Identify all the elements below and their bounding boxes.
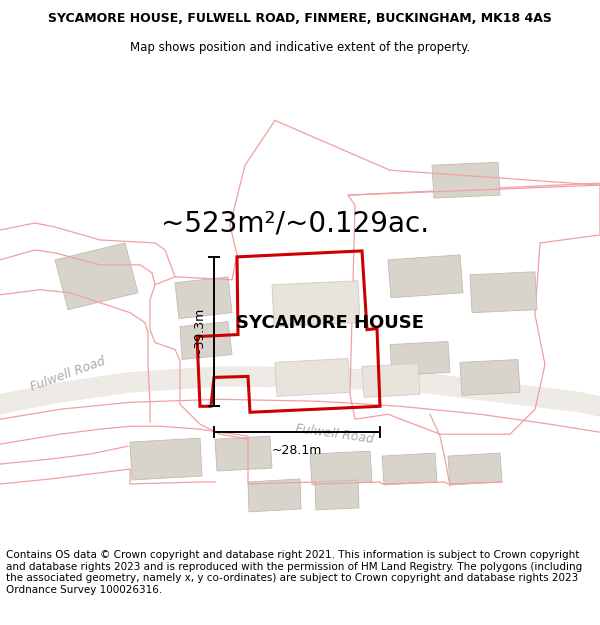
Polygon shape [460,359,520,396]
Polygon shape [130,438,202,480]
Polygon shape [272,281,360,327]
Polygon shape [215,436,272,471]
Polygon shape [175,277,232,319]
Polygon shape [470,272,537,312]
Text: Map shows position and indicative extent of the property.: Map shows position and indicative extent… [130,41,470,54]
Text: SYCAMORE HOUSE: SYCAMORE HOUSE [236,314,424,332]
Polygon shape [432,162,500,198]
Polygon shape [310,451,372,485]
Polygon shape [362,364,420,398]
Text: ~39.3m: ~39.3m [193,306,205,357]
Polygon shape [275,359,350,396]
Polygon shape [0,366,600,416]
Polygon shape [388,255,463,298]
Text: Contains OS data © Crown copyright and database right 2021. This information is : Contains OS data © Crown copyright and d… [6,550,582,595]
Polygon shape [55,243,138,309]
Polygon shape [248,479,301,512]
Text: SYCAMORE HOUSE, FULWELL ROAD, FINMERE, BUCKINGHAM, MK18 4AS: SYCAMORE HOUSE, FULWELL ROAD, FINMERE, B… [48,12,552,25]
Polygon shape [448,453,502,485]
Text: ~523m²/~0.129ac.: ~523m²/~0.129ac. [161,209,429,237]
Text: ~28.1m: ~28.1m [272,444,322,457]
Polygon shape [390,341,450,376]
Polygon shape [315,480,359,510]
Polygon shape [180,322,232,359]
Text: Fulwell Road: Fulwell Road [295,422,375,446]
Polygon shape [382,453,437,485]
Text: Fulwell Road: Fulwell Road [29,355,107,394]
